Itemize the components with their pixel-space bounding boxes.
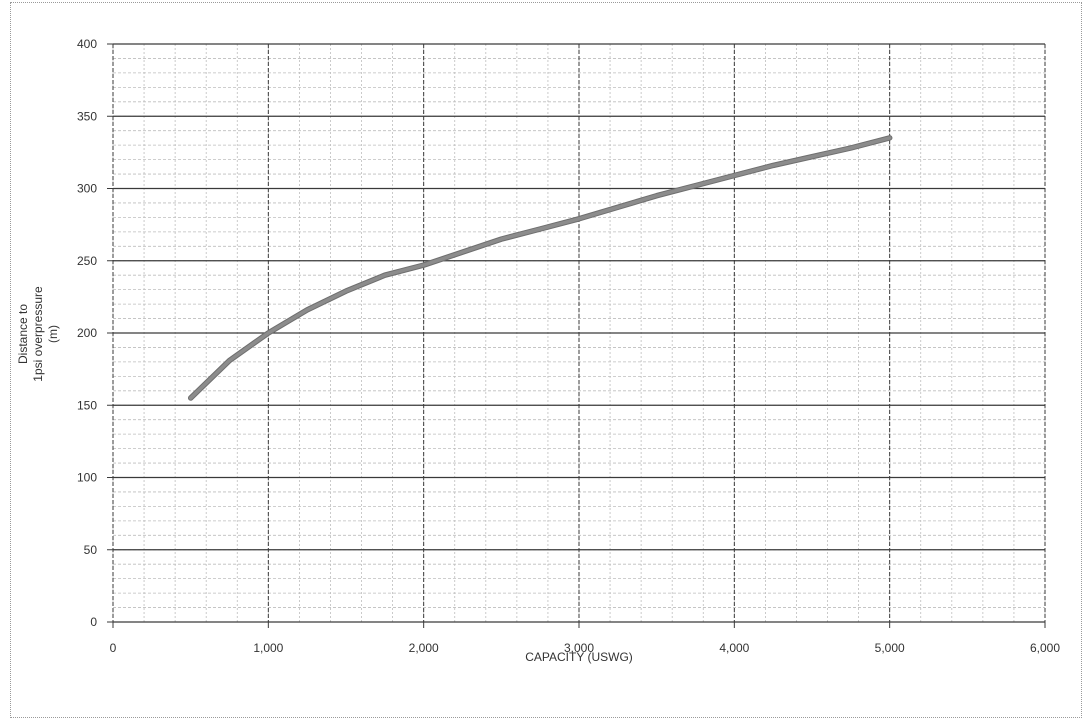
y-tick-label: 250: [77, 254, 97, 268]
y-tick-label: 200: [77, 326, 97, 340]
x-tick-label: 1,000: [253, 641, 283, 655]
series-line: [188, 136, 892, 400]
x-tick-label: 5,000: [875, 641, 905, 655]
y-axis-title-line-1: Distance to: [16, 304, 30, 364]
y-tick-labels: 0 50 100 150 200 250 300 350 400: [77, 37, 113, 629]
y-axis-title-line-3: (m): [46, 325, 60, 343]
y-tick-label: 400: [77, 37, 97, 51]
x-tick-label: 0: [110, 641, 117, 655]
x-tick-label: 2,000: [409, 641, 439, 655]
y-axis-title: Distance to 1psi overpressure (m): [16, 286, 60, 382]
x-tick-label: 3,000: [564, 641, 594, 655]
y-tick-label: 150: [77, 398, 97, 412]
x-tick-label: 6,000: [1030, 641, 1060, 655]
y-tick-label: 0: [90, 615, 97, 629]
y-tick-label: 100: [77, 471, 97, 485]
chart-frame: [10, 2, 1082, 718]
x-tick-label: 4,000: [719, 641, 749, 655]
y-tick-label: 350: [77, 109, 97, 123]
y-axis-title-line-2: 1psi overpressure: [31, 286, 45, 382]
x-tick-labels: 0 1,000 2,000 3,000 4,000 5,000 6,000: [110, 622, 1060, 655]
series-layer: [187, 135, 893, 401]
y-tick-label: 50: [84, 543, 98, 557]
series-line-outline: [187, 135, 893, 401]
y-tick-label: 300: [77, 182, 97, 196]
x-axis-title: CAPACITY (USWG): [525, 650, 633, 664]
